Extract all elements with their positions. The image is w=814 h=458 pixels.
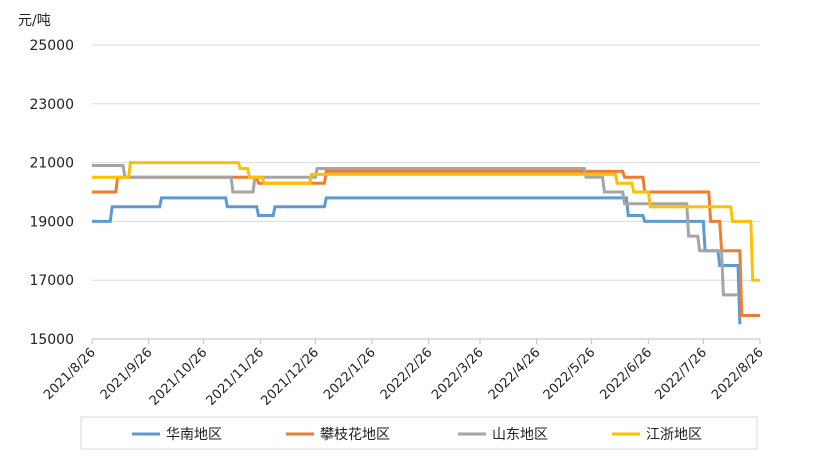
x-tick-label: 2022/1/26 [321,345,379,403]
legend-label: 山东地区 [492,427,548,443]
x-tick-label: 2022/8/26 [709,345,767,403]
x-tick-label: 2022/4/26 [486,345,544,403]
y-tick-label: 15000 [29,332,74,348]
x-tick-labels: 2021/8/262021/9/262021/10/262021/11/2620… [41,345,767,409]
legend: 华南地区 攀枝花地区 山东地区 江浙地区 [132,427,702,443]
y-tick-labels: 15000 17000 19000 21000 23000 25000 [29,38,74,348]
x-tick-label: 2022/5/26 [541,345,599,403]
x-tick-label: 2022/3/26 [429,345,487,403]
y-tick-label: 25000 [29,38,74,54]
y-tick-label: 17000 [29,273,74,289]
y-tick-label: 23000 [29,97,74,113]
legend-box [80,416,758,450]
y-axis-unit-label: 元/吨 [18,13,51,29]
x-tick-label: 2022/2/26 [378,345,436,403]
series-line-4 [92,161,760,282]
legend-label: 华南地区 [166,427,222,443]
y-tick-label: 19000 [29,214,74,230]
x-tick-label: 2021/11/26 [204,345,268,409]
legend-label: 攀枝花地区 [320,427,390,443]
x-tick-label: 2021/8/26 [41,345,99,403]
series-line-1 [92,196,742,325]
series-lines [92,161,760,325]
y-tick-label: 21000 [29,156,74,172]
series-line-2 [92,169,760,317]
x-tick-label: 2021/10/26 [147,345,211,409]
x-tick-label: 2022/6/26 [597,345,655,403]
legend-label: 江浙地区 [646,427,702,443]
series-line-3 [92,164,738,297]
x-tick-label: 2021/12/26 [259,345,323,409]
x-tick-label: 2021/9/26 [98,345,156,403]
axes [91,338,761,344]
x-tick-label: 2022/7/26 [652,345,710,403]
